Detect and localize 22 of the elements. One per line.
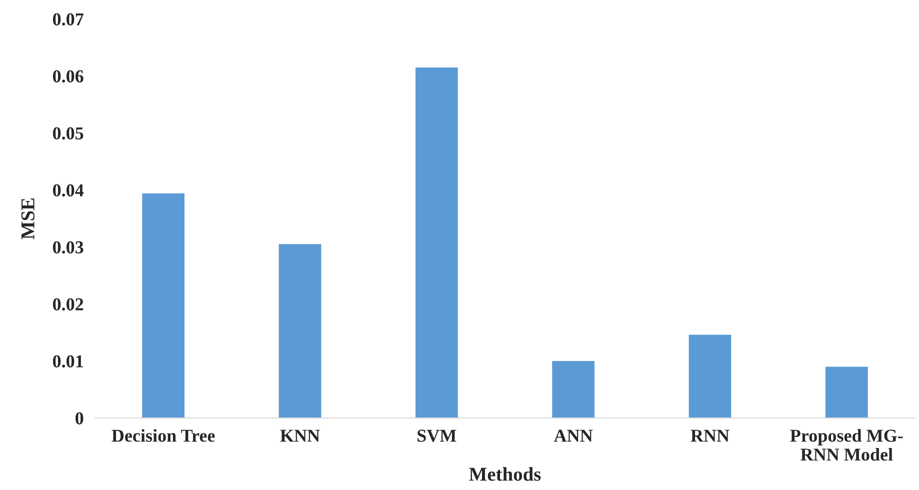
y-tick-label: 0.02 xyxy=(52,298,84,311)
y-tick-label: 0.03 xyxy=(52,241,84,254)
x-tick-label: KNN xyxy=(280,430,320,442)
x-axis-title: Methods xyxy=(469,467,541,481)
y-tick-label: 0.01 xyxy=(52,355,83,368)
bar xyxy=(688,334,732,418)
y-tick-label: 0 xyxy=(76,412,84,424)
bar xyxy=(415,67,458,418)
x-tick-label: Decision Tree xyxy=(112,429,215,442)
y-tick-label: 0.07 xyxy=(52,13,84,26)
x-tick-label: ANN xyxy=(554,430,593,442)
bar xyxy=(142,193,185,418)
bar xyxy=(552,361,595,418)
y-tick-label: 0.05 xyxy=(52,127,84,140)
x-tick-label: Proposed MG- RNN Model xyxy=(790,429,903,461)
y-axis-title: MSE xyxy=(21,198,34,240)
x-tick-label: RNN xyxy=(690,430,730,442)
y-tick-label: 0.06 xyxy=(52,70,84,83)
bar xyxy=(825,366,868,418)
y-tick-label: 0.04 xyxy=(52,184,84,197)
bar xyxy=(278,244,322,418)
x-tick-label: SVM xyxy=(418,430,456,442)
